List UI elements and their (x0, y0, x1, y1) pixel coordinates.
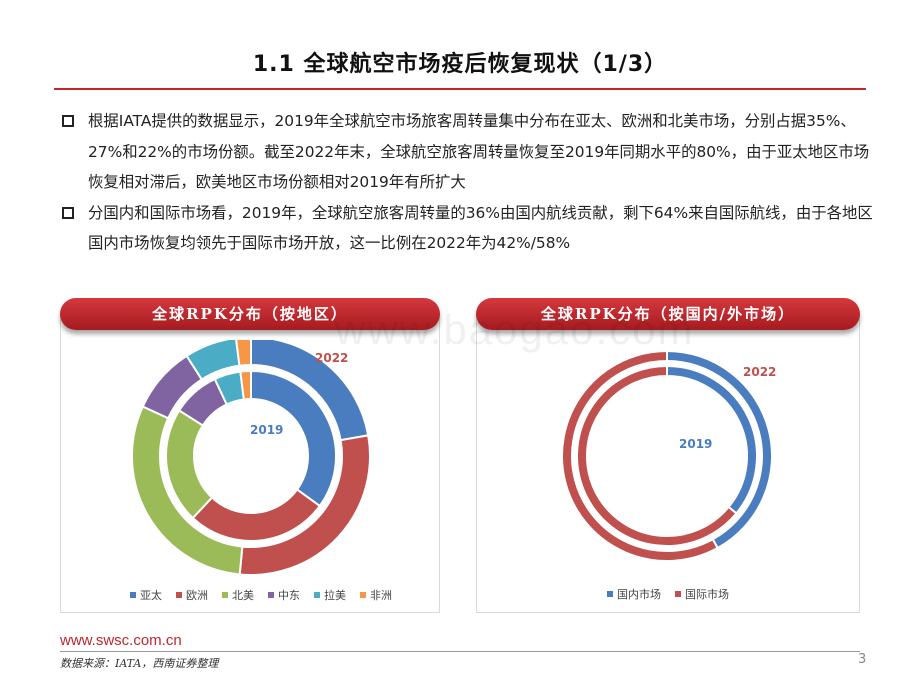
region-legend-item-3: 中东 (268, 587, 300, 603)
market-legend-item-1: 国际市场 (675, 586, 729, 602)
region-inner-slice-0 (250, 369, 337, 508)
market-inner-slice-1 (576, 364, 738, 547)
footer-divider (60, 651, 860, 652)
legend-market: 国内市场 国际市场 (607, 586, 729, 602)
bullet-list: 根据IATA提供的数据显示，2019年全球航空市场旅客周转量集中分布在亚太、欧洲… (62, 106, 882, 259)
region-legend-swatch-4 (314, 592, 320, 598)
footer-url[interactable]: www.swsc.com.cn (60, 632, 182, 649)
page-number: 3 (858, 652, 867, 667)
region-legend-swatch-0 (130, 592, 136, 598)
region-legend-label-1: 欧洲 (186, 589, 208, 602)
region-inner-slice-5 (239, 369, 252, 401)
bullet-text-2: 分国内和国际市场看，2019年，全球航空旅客周转量的36%由国内航线贡献，剩下6… (88, 203, 873, 253)
region-legend-item-4: 拉美 (314, 587, 346, 603)
region-legend-item-5: 非洲 (360, 587, 392, 603)
region-legend-item-1: 欧洲 (176, 587, 208, 603)
chart-panel-market (476, 313, 860, 613)
region-legend-swatch-3 (268, 592, 274, 598)
region-legend-label-4: 拉美 (324, 589, 346, 602)
square-bullet-icon (62, 115, 74, 127)
region-outer-slice-5 (235, 340, 252, 367)
market-legend-swatch-0 (607, 591, 613, 597)
chart-title-region: 全球RPK分布（按地区） (60, 298, 440, 330)
square-bullet-icon (62, 206, 74, 219)
region-legend-label-3: 中东 (278, 589, 300, 602)
bullet-item-2: 分国内和国际市场看，2019年，全球航空旅客周转量的36%由国内航线贡献，剩下6… (62, 198, 882, 259)
legend-region: 亚太 欧洲 北美 中东 拉美 非洲 (130, 587, 392, 603)
region-legend-label-0: 亚太 (140, 589, 162, 602)
region-inner-label: 2019 (250, 423, 283, 437)
market-legend-label-0: 国内市场 (617, 588, 661, 601)
market-outer-slice-1 (561, 349, 719, 562)
bullet-item-1: 根据IATA提供的数据显示，2019年全球航空市场旅客周转量集中分布在亚太、欧洲… (62, 106, 882, 198)
region-legend-swatch-5 (360, 592, 366, 598)
region-legend-item-0: 亚太 (130, 587, 162, 603)
market-legend-swatch-1 (675, 591, 681, 597)
region-legend-label-2: 北美 (232, 589, 254, 602)
region-legend-label-5: 非洲 (370, 589, 392, 602)
market-legend-label-1: 国际市场 (685, 588, 729, 601)
region-legend-swatch-2 (222, 592, 228, 598)
region-legend-swatch-1 (176, 592, 182, 598)
chart-title-market: 全球RPK分布（按国内/外市场） (476, 298, 860, 330)
market-legend-item-0: 国内市场 (607, 586, 661, 602)
donut-chart-region: 2019 2022 (131, 340, 371, 576)
market-inner-label: 2019 (679, 437, 712, 451)
market-outer-label: 2022 (743, 365, 776, 379)
data-source-note: 数据来源：IATA，西南证券整理 (60, 657, 219, 670)
bullet-text-1: 根据IATA提供的数据显示，2019年全球航空市场旅客周转量集中分布在亚太、欧洲… (88, 112, 870, 191)
title-divider (54, 88, 866, 90)
page-title: 1.1 全球航空市场疫后恢复现状（1/3） (252, 52, 668, 77)
region-legend-item-2: 北美 (222, 587, 254, 603)
watermark: www.baogao.com (335, 306, 695, 353)
region-outer-label: 2022 (315, 351, 348, 365)
donut-chart-market: 2019 2022 (561, 349, 776, 562)
